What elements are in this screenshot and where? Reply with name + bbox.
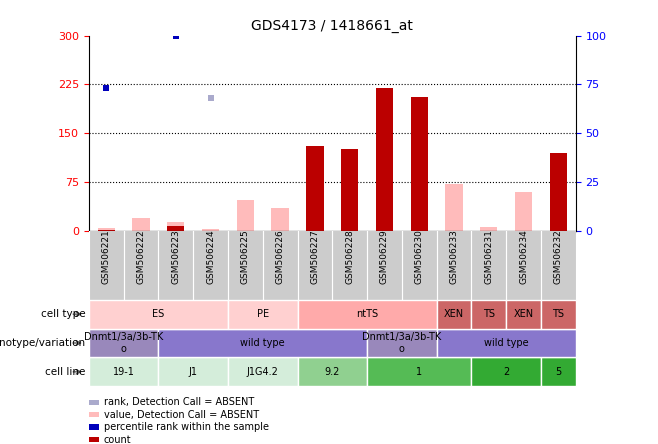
Bar	[445, 184, 463, 231]
Bar	[97, 230, 115, 231]
Bar	[471, 357, 541, 386]
Text: Dnmt1/3a/3b-TK
o: Dnmt1/3a/3b-TK o	[84, 332, 163, 354]
Bar	[297, 300, 437, 329]
Text: cell line: cell line	[45, 367, 86, 377]
Text: TS: TS	[483, 309, 495, 319]
Bar	[159, 329, 367, 357]
Bar	[228, 357, 297, 386]
Bar	[541, 357, 576, 386]
Text: 5: 5	[555, 367, 561, 377]
Bar	[549, 153, 567, 231]
Bar	[411, 97, 428, 231]
Bar	[132, 218, 149, 231]
Text: TS: TS	[552, 309, 565, 319]
Text: 1: 1	[416, 367, 422, 377]
Bar	[471, 300, 506, 329]
Text: genotype/variation: genotype/variation	[0, 338, 86, 348]
Bar	[367, 357, 471, 386]
Text: Dnmt1/3a/3b-TK
o: Dnmt1/3a/3b-TK o	[362, 332, 442, 354]
Text: ES: ES	[152, 309, 164, 319]
Bar	[297, 357, 367, 386]
Text: wild type: wild type	[240, 338, 285, 348]
Bar	[341, 150, 359, 231]
Bar	[506, 300, 541, 329]
Text: rank, Detection Call = ABSENT: rank, Detection Call = ABSENT	[104, 397, 254, 407]
Bar	[437, 329, 576, 357]
Text: XEN: XEN	[444, 309, 464, 319]
Text: 2: 2	[503, 367, 509, 377]
Bar	[437, 300, 471, 329]
Bar	[228, 300, 297, 329]
Title: GDS4173 / 1418661_at: GDS4173 / 1418661_at	[251, 19, 413, 33]
Bar	[89, 329, 159, 357]
Text: wild type: wild type	[484, 338, 528, 348]
Bar	[271, 208, 289, 231]
Text: 9.2: 9.2	[324, 367, 340, 377]
Text: J1G4.2: J1G4.2	[247, 367, 279, 377]
Bar	[480, 227, 497, 231]
Bar	[306, 146, 324, 231]
Bar	[541, 300, 576, 329]
Bar	[367, 329, 437, 357]
Text: XEN: XEN	[513, 309, 534, 319]
Text: value, Detection Call = ABSENT: value, Detection Call = ABSENT	[104, 410, 259, 420]
Text: J1: J1	[189, 367, 197, 377]
Bar	[89, 357, 159, 386]
Text: count: count	[104, 435, 132, 444]
Bar	[89, 300, 228, 329]
Text: PE: PE	[257, 309, 268, 319]
Bar	[159, 357, 228, 386]
Text: cell type: cell type	[41, 309, 86, 319]
Bar	[376, 87, 393, 231]
Bar	[202, 229, 219, 231]
Bar	[97, 228, 115, 231]
Bar	[167, 226, 184, 231]
Text: ntTS: ntTS	[356, 309, 378, 319]
Bar	[167, 222, 184, 231]
Bar	[237, 200, 254, 231]
Text: percentile rank within the sample: percentile rank within the sample	[104, 422, 269, 432]
Text: 19-1: 19-1	[113, 367, 134, 377]
Bar	[515, 192, 532, 231]
